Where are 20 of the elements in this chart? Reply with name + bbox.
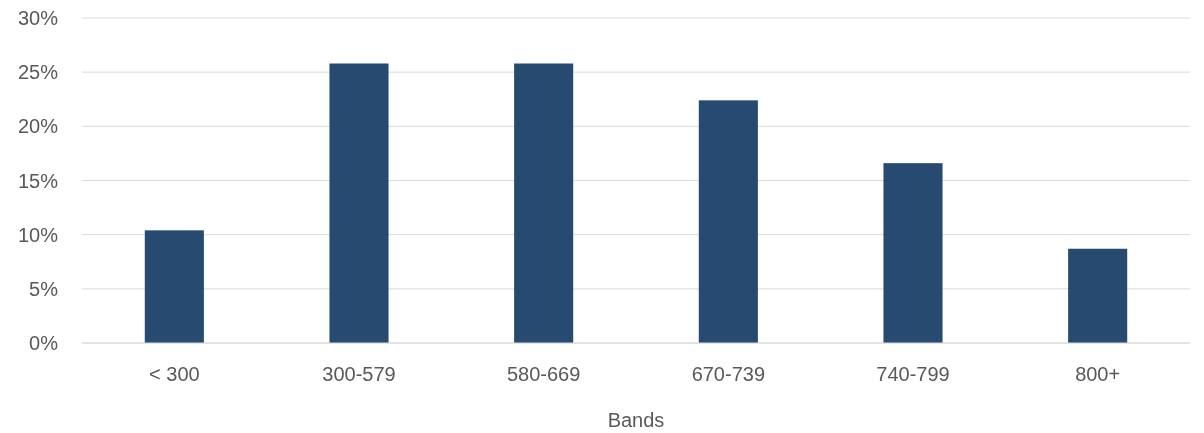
y-tick-label: 15% xyxy=(17,169,59,192)
x-tick-label: < 300 xyxy=(149,363,200,385)
x-tick-label: 740-799 xyxy=(876,363,950,385)
x-axis-title: Bands xyxy=(607,409,665,431)
y-tick-label: 20% xyxy=(17,115,59,138)
y-tick-label: 5% xyxy=(29,277,59,300)
bar xyxy=(1068,248,1128,343)
bar xyxy=(514,63,574,343)
x-tick-label: 670-739 xyxy=(691,363,766,385)
y-tick-label: 10% xyxy=(17,223,59,246)
x-tick-label: 580-669 xyxy=(506,363,581,385)
bar xyxy=(883,163,943,343)
bar xyxy=(329,63,389,343)
y-tick-label: 25% xyxy=(17,61,59,84)
bar xyxy=(698,100,758,343)
bar xyxy=(144,230,204,343)
x-tick-label: 800+ xyxy=(1075,363,1121,385)
y-tick-label: 0% xyxy=(29,332,59,354)
x-tick-label: 300-579 xyxy=(322,363,396,385)
y-tick-label: 30% xyxy=(17,7,59,29)
